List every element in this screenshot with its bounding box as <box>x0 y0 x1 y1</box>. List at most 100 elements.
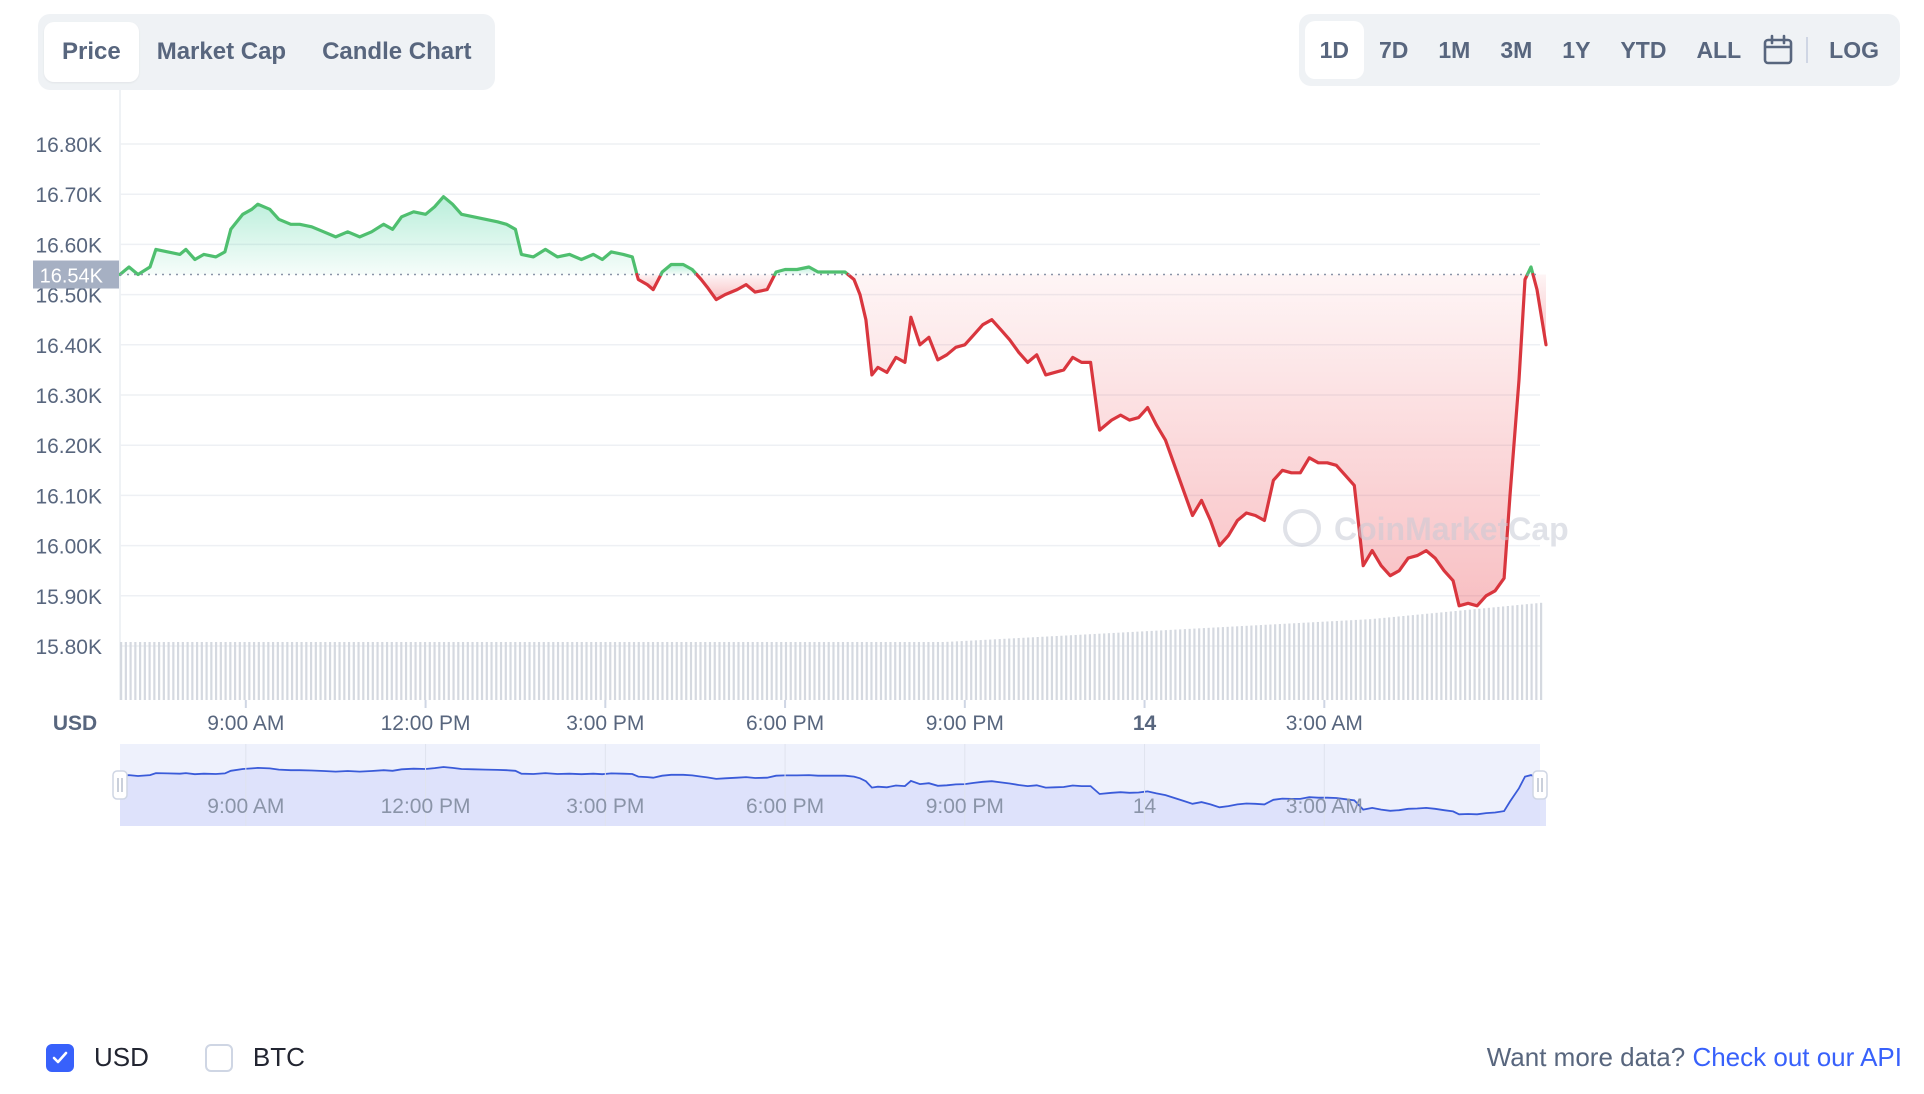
volume-bar <box>1031 637 1035 700</box>
volume-bar <box>243 642 246 700</box>
range-3m[interactable]: 3M <box>1500 37 1533 63</box>
tab-market-cap[interactable]: Market Cap <box>156 38 287 65</box>
volume-bar <box>661 642 664 700</box>
volume-bar <box>580 642 583 700</box>
volume-bar <box>1060 635 1063 700</box>
volume-bar <box>1050 636 1054 700</box>
volume-bar <box>1321 621 1324 700</box>
log-scale-toggle[interactable]: LOG <box>1829 37 1879 63</box>
tab-price[interactable]: Price <box>44 22 139 82</box>
volume-bar <box>984 639 987 700</box>
volume-bar <box>1103 633 1106 700</box>
volume-bar <box>1202 628 1206 700</box>
volume-bar <box>390 642 393 700</box>
handle-body <box>112 770 128 800</box>
range-1y[interactable]: 1Y <box>1562 37 1591 63</box>
volume-bar <box>523 642 526 700</box>
volume-bar <box>1221 627 1225 700</box>
volume-bar <box>680 642 683 700</box>
volume-bar <box>172 642 175 700</box>
volume-bar <box>803 642 807 700</box>
x-tick-label: 12:00 PM <box>381 712 471 735</box>
volume-bar <box>1530 603 1533 700</box>
volume-bar <box>281 642 284 700</box>
volume-bar <box>917 642 921 700</box>
volume-bar <box>656 642 659 700</box>
volume-bar <box>1150 630 1153 700</box>
volume-bar <box>1483 608 1486 700</box>
volume-bar <box>229 642 232 700</box>
range-all[interactable]: ALL <box>1696 37 1742 63</box>
volume-bar <box>1392 616 1395 700</box>
volume-bar <box>271 642 275 700</box>
y-tick-label: 16.50K <box>35 285 102 308</box>
volume-bar <box>784 642 788 700</box>
api-link[interactable]: Check out our API <box>1692 1042 1902 1072</box>
volume-bar <box>732 642 735 700</box>
calendar-icon[interactable] <box>1756 21 1800 79</box>
range-ytd[interactable]: YTD <box>1620 37 1667 63</box>
volume-bar <box>1008 638 1011 700</box>
chart-type-tabs: Price Market Cap Candle Chart <box>38 14 496 90</box>
volume-bar <box>300 642 303 700</box>
volume-bar <box>685 642 688 700</box>
volume-bar <box>1487 607 1490 700</box>
volume-bar <box>428 642 431 700</box>
volume-bar <box>1022 637 1025 700</box>
volume-bar <box>214 642 218 700</box>
area-below <box>696 274 775 300</box>
volume-bar <box>1131 631 1134 700</box>
volume-bar <box>1397 616 1400 700</box>
volume-bar <box>894 642 897 700</box>
navigator-tick-label: 9:00 PM <box>926 795 1004 818</box>
volume-bar <box>870 642 873 700</box>
volume-bar <box>556 642 560 700</box>
volume-bar <box>1302 622 1305 700</box>
btc-checkbox[interactable] <box>204 1043 233 1072</box>
volume-bar <box>191 642 194 700</box>
volume-bar <box>846 642 849 700</box>
volume-bar <box>989 639 992 700</box>
range-1d[interactable]: 1D <box>1304 21 1364 79</box>
volume-bar <box>965 640 968 700</box>
line-below <box>695 272 777 302</box>
usd-checkbox[interactable] <box>46 1043 74 1072</box>
volume-bar <box>1107 633 1111 700</box>
area-below <box>1533 274 1546 345</box>
price-chart[interactable]: 16.80K 16.70K 16.60K 16.50K 16.40K 16.30K 16.2… <box>0 0 1924 1030</box>
volume-bar <box>238 642 241 700</box>
navigator-handle-right[interactable] <box>1532 770 1548 800</box>
volume-bar <box>366 642 370 700</box>
volume-bar <box>875 642 878 700</box>
volume-bar <box>1297 622 1300 700</box>
volume-bar <box>851 642 854 700</box>
range-7d[interactable]: 7D <box>1378 37 1409 63</box>
volume-bar <box>1407 615 1410 700</box>
volume-bar <box>1435 612 1438 700</box>
volume-bar <box>157 642 161 700</box>
volume-bar <box>1340 620 1343 700</box>
volume-bar <box>898 642 902 700</box>
tab-candle-chart[interactable]: Candle Chart <box>322 38 472 65</box>
volume-bar <box>1027 637 1030 700</box>
volume-bar <box>1240 626 1244 700</box>
volume-bar <box>879 642 883 700</box>
currency-axis-label: USD <box>53 712 97 735</box>
volume-bar <box>1183 629 1187 700</box>
range-1m[interactable]: 1M <box>1438 37 1471 63</box>
volume-bar <box>780 642 783 700</box>
volume-bar <box>775 642 778 700</box>
volume-bar <box>409 642 412 700</box>
y-axis: 16.80K 16.70K 16.60K 16.50K 16.40K 16.30K 16.2… <box>35 134 102 659</box>
volume-bar <box>181 642 184 700</box>
volume-bar <box>471 642 474 700</box>
volume-bar <box>628 642 631 700</box>
navigator-handle-left[interactable] <box>112 770 128 800</box>
volume-bar <box>1250 625 1253 700</box>
volume-bar <box>913 642 916 700</box>
volume-bar <box>666 642 669 700</box>
volume-bar <box>1492 607 1495 700</box>
api-promo-text: Want more data? <box>1486 1042 1686 1072</box>
volume-bar <box>808 642 811 700</box>
volume-bar <box>723 642 726 700</box>
